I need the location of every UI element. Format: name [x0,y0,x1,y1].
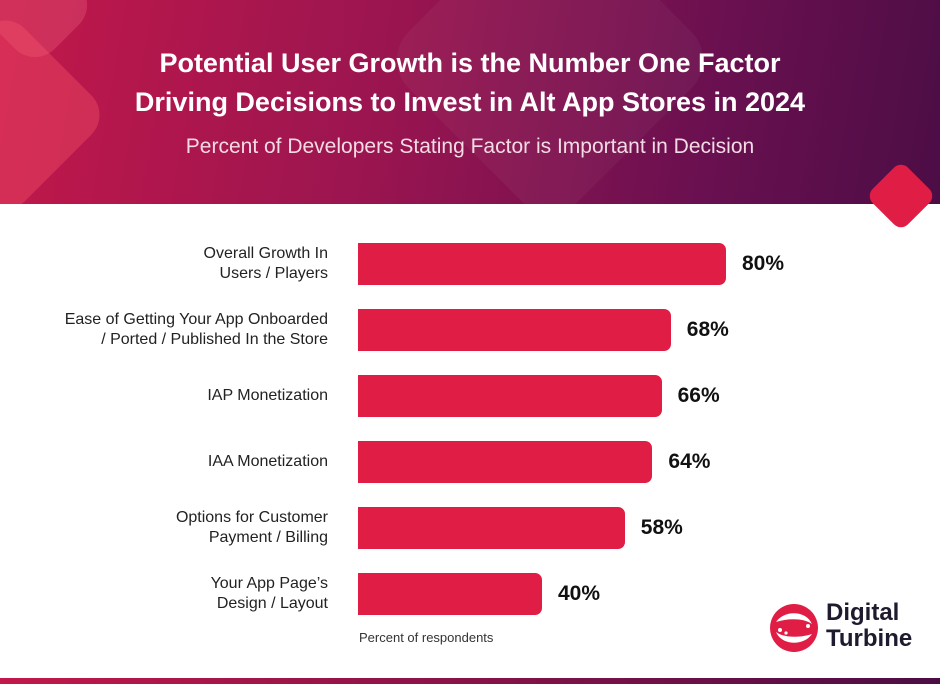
logo-text: Digital Turbine [826,599,913,652]
category-label: Your App Page’s Design / Layout [210,575,328,612]
chart-title: Potential User Growth is the Number One … [0,44,940,122]
bar [358,507,625,549]
bar [358,441,653,483]
logo-mark-icon [770,604,818,652]
data-label: 58% [640,516,683,539]
category-label: Overall Growth In Users / Players [203,245,328,282]
data-label: 80% [742,252,785,275]
bar [358,375,662,417]
bar [358,573,542,615]
bar [358,309,671,351]
category-label: IAA Monetization [207,453,328,470]
category-label: IAP Monetization [207,387,328,404]
title-line-2: Driving Decisions to Invest in Alt App S… [134,87,806,117]
bottom-accent-bar [0,678,940,684]
data-label: 40% [558,582,601,605]
bar [358,243,726,285]
data-label: 64% [668,450,711,473]
data-label: 68% [686,318,729,341]
digital-turbine-logo: Digital Turbine [766,600,926,656]
header-banner: Potential User Growth is the Number One … [0,0,940,204]
data-label: 66% [677,384,720,407]
category-label: Ease of Getting Your App Onboarded / Por… [64,311,328,348]
category-label: Options for Customer Payment / Billing [175,509,328,546]
x-axis-label: Percent of respondents [359,630,494,645]
chart-subtitle: Percent of Developers Stating Factor is … [185,135,755,158]
title-line-1: Potential User Growth is the Number One … [159,48,781,78]
